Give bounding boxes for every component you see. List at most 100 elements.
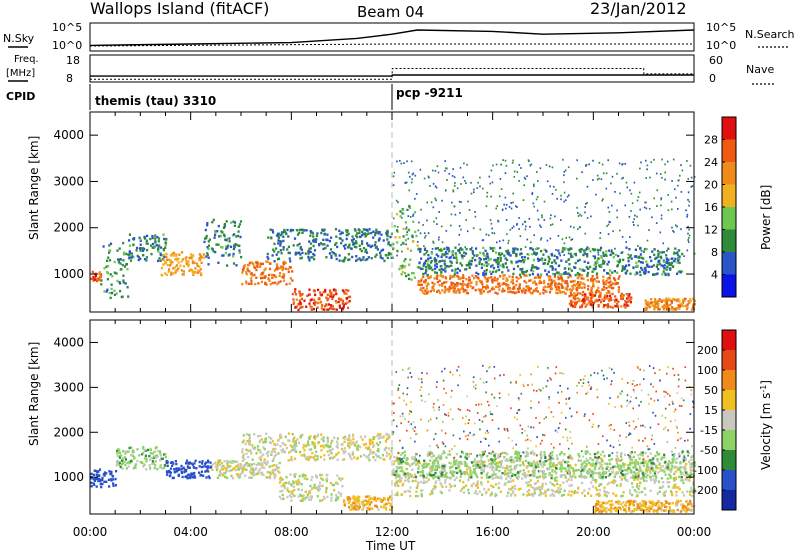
data-cell (163, 255, 166, 259)
data-cell (217, 460, 221, 464)
data-cell (367, 256, 370, 259)
data-cell (138, 247, 141, 250)
data-cell (168, 268, 171, 271)
data-cell (486, 264, 489, 267)
data-cell (511, 250, 514, 253)
data-cell (658, 262, 661, 266)
data-cell (358, 244, 361, 247)
data-cell (636, 199, 639, 202)
data-cell (620, 495, 623, 498)
data-cell (162, 248, 165, 251)
data-cell (534, 247, 538, 251)
data-cell (400, 493, 403, 496)
data-cell (334, 254, 337, 257)
data-cell (207, 465, 210, 468)
data-cell (491, 460, 494, 463)
data-cell (286, 228, 289, 232)
data-cell (366, 258, 369, 261)
data-cell (348, 434, 351, 437)
data-cell (444, 251, 448, 254)
data-cell (297, 308, 300, 312)
data-cell (458, 233, 461, 236)
data-cell (560, 275, 563, 279)
data-cell (580, 466, 583, 469)
data-cell (397, 462, 400, 466)
data-cell (585, 303, 589, 306)
data-cell (655, 466, 658, 469)
data-cell (283, 228, 286, 232)
data-cell (321, 307, 324, 311)
data-cell (264, 281, 267, 285)
data-cell (534, 289, 537, 293)
data-cell (388, 435, 391, 439)
data-cell (508, 275, 511, 278)
data-cell (415, 193, 418, 195)
data-cell (423, 248, 427, 252)
data-cell (100, 279, 103, 282)
data-cell (422, 481, 425, 484)
data-cell (322, 436, 325, 439)
data-cell (351, 235, 354, 238)
data-cell (641, 261, 644, 264)
data-cell (397, 479, 400, 482)
data-cell (490, 279, 494, 282)
data-cell (586, 217, 589, 219)
data-cell (661, 465, 664, 468)
data-cell (268, 267, 272, 271)
data-cell (241, 459, 244, 462)
data-cell (350, 442, 353, 445)
data-cell (519, 235, 522, 238)
data-cell (639, 466, 642, 469)
data-cell (455, 291, 458, 294)
data-cell (134, 466, 137, 469)
data-cell (287, 459, 290, 462)
data-cell (607, 206, 610, 209)
data-cell (683, 255, 685, 258)
data-cell (436, 277, 439, 280)
data-cell (252, 471, 255, 474)
colorbar-swatch (722, 117, 736, 140)
data-cell (171, 460, 174, 464)
data-cell (640, 161, 642, 164)
data-cell (640, 249, 643, 252)
data-cell (664, 163, 666, 166)
data-cell (429, 459, 432, 462)
data-cell (617, 305, 620, 308)
data-cell (258, 440, 261, 444)
data-cell (570, 302, 573, 305)
data-cell (498, 282, 501, 285)
data-cell (658, 298, 661, 301)
data-cell (525, 466, 528, 469)
data-cell (113, 293, 116, 297)
data-cell (206, 224, 209, 227)
data-cell (492, 249, 495, 253)
data-cell (413, 461, 416, 464)
data-cell (255, 463, 258, 467)
data-cell (599, 237, 601, 240)
data-cell (630, 297, 633, 301)
data-cell (110, 472, 113, 476)
data-cell (198, 465, 201, 468)
data-cell (193, 471, 196, 475)
data-cell (371, 244, 374, 248)
data-cell (657, 308, 660, 311)
data-cell (375, 505, 379, 509)
data-cell (460, 201, 462, 203)
data-cell (518, 451, 521, 454)
data-cell (322, 308, 325, 311)
data-cell (397, 484, 400, 488)
data-cell (360, 500, 364, 504)
data-cell (281, 265, 285, 268)
data-cell (438, 284, 441, 287)
data-cell (686, 215, 688, 218)
data-cell (619, 464, 622, 468)
data-cell (678, 258, 681, 261)
data-cell (371, 441, 374, 444)
data-cell (307, 440, 310, 443)
data-cell (347, 442, 350, 445)
data-cell (657, 267, 660, 271)
data-cell (408, 204, 411, 207)
data-cell (627, 464, 630, 467)
data-cell (436, 223, 438, 225)
data-cell (341, 299, 345, 302)
